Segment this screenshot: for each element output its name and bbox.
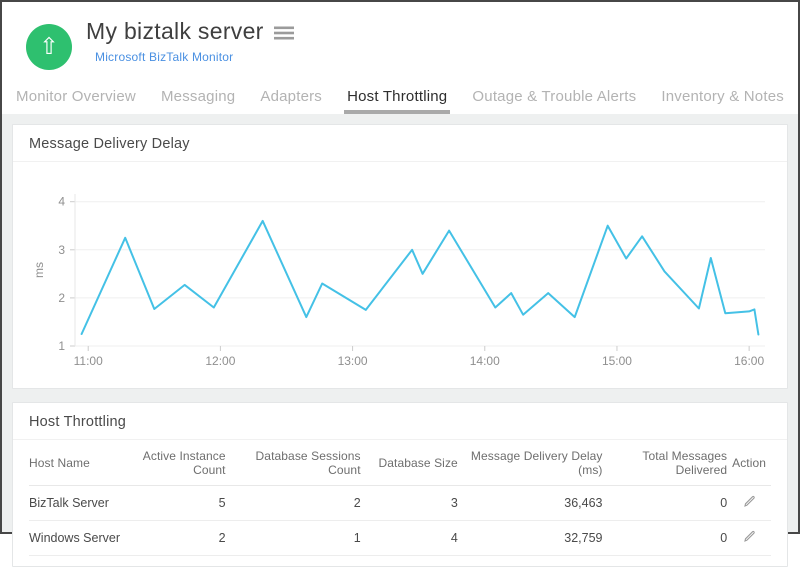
svg-text:3: 3 <box>58 243 65 257</box>
cell-total-messages-delivered: 0 <box>602 520 728 556</box>
svg-text:15:00: 15:00 <box>602 354 632 368</box>
svg-text:14:00: 14:00 <box>470 354 500 368</box>
table-header-row: Host Name Active Instance Count Database… <box>29 442 771 486</box>
cell-message-delivery-delay: 32,759 <box>457 520 603 556</box>
table-card-title: Host Throttling <box>29 414 127 430</box>
col-database-size: Database Size <box>360 442 458 486</box>
delay-line-chart: 1 2 3 4 11:00 12:00 13:00 14:00 15:00 16:00 ms <box>32 194 765 368</box>
svg-text:11:00: 11:00 <box>74 354 103 368</box>
tab-adapters[interactable]: Adapters <box>260 87 323 105</box>
table-row: BizTalk Server 5 2 3 36,463 0 <box>29 485 771 521</box>
cell-host-name: BizTalk Server <box>29 485 126 521</box>
cell-total-messages-delivered: 0 <box>602 485 728 521</box>
cell-host-name: Windows Server <box>29 520 126 556</box>
cell-database-sessions-count: 1 <box>225 520 361 556</box>
cell-message-delivery-delay: 36,463 <box>457 485 603 521</box>
cell-database-sessions-count: 2 <box>225 485 361 521</box>
tab-host-throttling[interactable]: Host Throttling <box>344 87 451 114</box>
host-throttling-card: Host Throttling Host Name Active Instanc… <box>12 402 788 567</box>
cell-database-size: 4 <box>360 520 458 556</box>
svg-text:ms: ms <box>32 262 46 278</box>
hamburger-menu-icon[interactable] <box>273 26 294 40</box>
cell-database-size: 3 <box>360 485 458 521</box>
col-database-sessions-count: Database Sessions Count <box>225 442 361 486</box>
chart-card-title: Message Delivery Delay <box>29 136 190 152</box>
svg-text:2: 2 <box>58 291 65 305</box>
card-divider <box>13 439 787 440</box>
tab-monitor-overview[interactable]: Monitor Overview <box>16 87 136 105</box>
up-arrow-icon: ⇧ <box>39 32 59 59</box>
col-message-delivery-delay: Message Delivery Delay (ms) <box>457 442 603 486</box>
card-divider <box>13 161 787 162</box>
tab-messaging[interactable]: Messaging <box>160 87 236 105</box>
monitor-type-link[interactable]: Microsoft BizTalk Monitor <box>95 50 234 64</box>
col-action: Action <box>727 442 771 486</box>
table-row: Windows Server 2 1 4 32,759 0 <box>29 520 771 556</box>
svg-text:16:00: 16:00 <box>734 354 764 368</box>
col-active-instance-count: Active Instance Count <box>125 442 226 486</box>
cell-active-instance-count: 5 <box>125 485 226 521</box>
content-area: Message Delivery Delay 1 2 3 4 11:00 12:00 13:… <box>2 114 798 567</box>
page-title: My biztalk server <box>86 18 264 44</box>
tab-inventory-notes[interactable]: Inventory & Notes <box>661 87 784 105</box>
host-throttling-table: Host Name Active Instance Count Database… <box>29 442 771 556</box>
title-wrap: My biztalk server Microsoft BizTalk Moni… <box>86 18 294 66</box>
message-delivery-delay-card: Message Delivery Delay 1 2 3 4 11:00 12:00 13:… <box>12 124 788 389</box>
edit-pencil-icon[interactable] <box>743 495 756 508</box>
monitor-header: ⇧ My biztalk server Microsoft BizTalk Mo… <box>2 2 798 78</box>
svg-text:13:00: 13:00 <box>338 354 368 368</box>
cell-active-instance-count: 2 <box>125 520 226 556</box>
tab-outage-trouble-alerts[interactable]: Outage & Trouble Alerts <box>472 87 637 105</box>
svg-text:4: 4 <box>58 195 65 209</box>
svg-text:12:00: 12:00 <box>205 354 235 368</box>
col-total-messages-delivered: Total Messages Delivered <box>602 442 728 486</box>
tab-bar: Monitor Overview Messaging Adapters Host… <box>2 78 798 114</box>
edit-pencil-icon[interactable] <box>743 530 756 543</box>
monitor-status-avatar[interactable]: ⇧ <box>26 24 72 70</box>
col-host-name: Host Name <box>29 442 126 486</box>
svg-text:1: 1 <box>58 339 65 353</box>
